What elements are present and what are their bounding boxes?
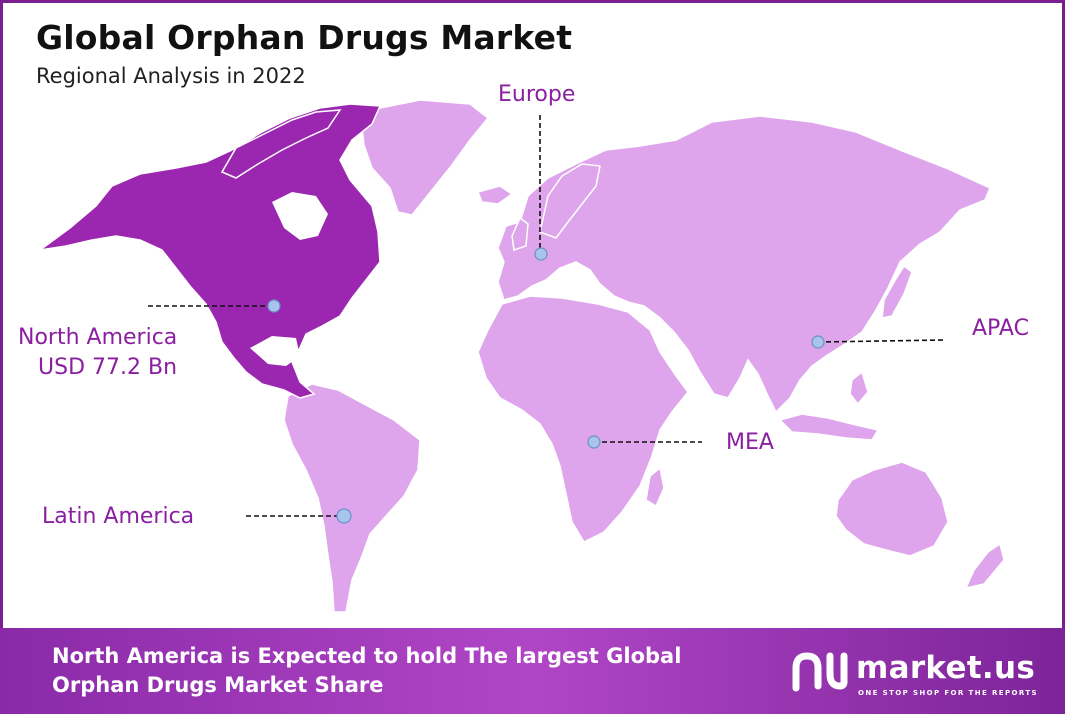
britain-shape	[511, 216, 529, 251]
mea-label: MEA	[726, 430, 774, 455]
north-america-name: North America	[18, 325, 178, 350]
north-america-value: USD 77.2 Bn	[38, 355, 178, 380]
philippines-shape	[849, 370, 869, 406]
new-zealand-shape	[964, 542, 1005, 590]
eurasia-shape	[497, 115, 991, 414]
mea-marker	[587, 435, 601, 449]
page-subtitle: Regional Analysis in 2022	[36, 64, 306, 88]
brand-logo: market.us ONE STOP SHOP FOR THE REPORTS	[790, 646, 1040, 702]
madagascar-shape	[645, 466, 665, 508]
africa-shape	[477, 295, 689, 543]
market-us-logo-icon	[792, 652, 848, 692]
apac-marker	[811, 335, 825, 349]
north-america-shape	[39, 103, 382, 399]
brand-name: market.us	[856, 650, 1036, 686]
scandinavia-shape	[539, 163, 601, 239]
world-map	[39, 99, 1005, 613]
north-america-label: North America USD 77.2 Bn	[18, 323, 177, 383]
greenland-shape	[359, 99, 490, 216]
iceland-shape	[476, 185, 514, 205]
arctic-islands-shape	[220, 109, 342, 179]
hudson-bay-shape	[272, 192, 328, 240]
australia-shape	[835, 461, 949, 557]
indonesia-shape	[778, 413, 880, 441]
south-america-shape	[283, 383, 421, 613]
apac-leader-line	[817, 339, 945, 343]
footer-message: North America is Expected to hold The la…	[52, 644, 682, 697]
europe-label: Europe	[498, 82, 576, 107]
latin-america-marker	[336, 508, 352, 524]
gulf-of-mexico-shape	[250, 336, 300, 366]
latin-america-label: Latin America	[42, 504, 195, 529]
apac-label: APAC	[972, 316, 1029, 341]
brand-tagline: ONE STOP SHOP FOR THE REPORTS	[858, 689, 1038, 697]
footer-banner: North America is Expected to hold The la…	[0, 628, 1065, 714]
page-title: Global Orphan Drugs Market	[36, 18, 573, 57]
japan-shape	[881, 264, 913, 319]
europe-marker	[534, 247, 548, 261]
north-america-marker	[267, 299, 281, 313]
